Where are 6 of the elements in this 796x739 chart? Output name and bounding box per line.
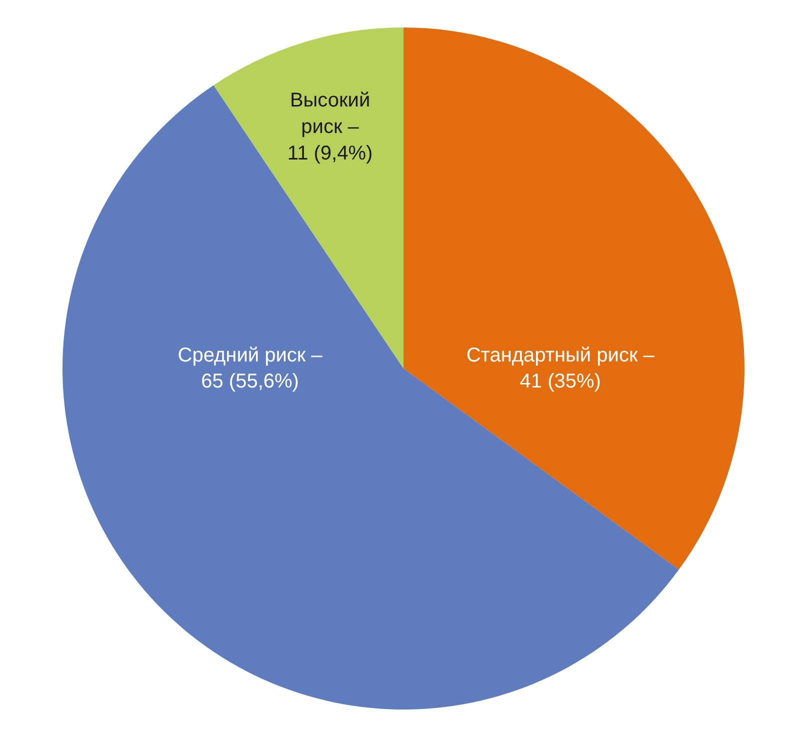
data-label: 41 (35%)	[520, 370, 601, 393]
data-label: 65 (55,6%)	[201, 370, 299, 393]
slice-label: Средний риск –	[178, 344, 324, 366]
slice-label: Стандартный риск –	[466, 344, 656, 366]
slice-label: Высокий риск –	[290, 90, 370, 138]
data-label: 11 (9,4%)	[287, 142, 373, 164]
